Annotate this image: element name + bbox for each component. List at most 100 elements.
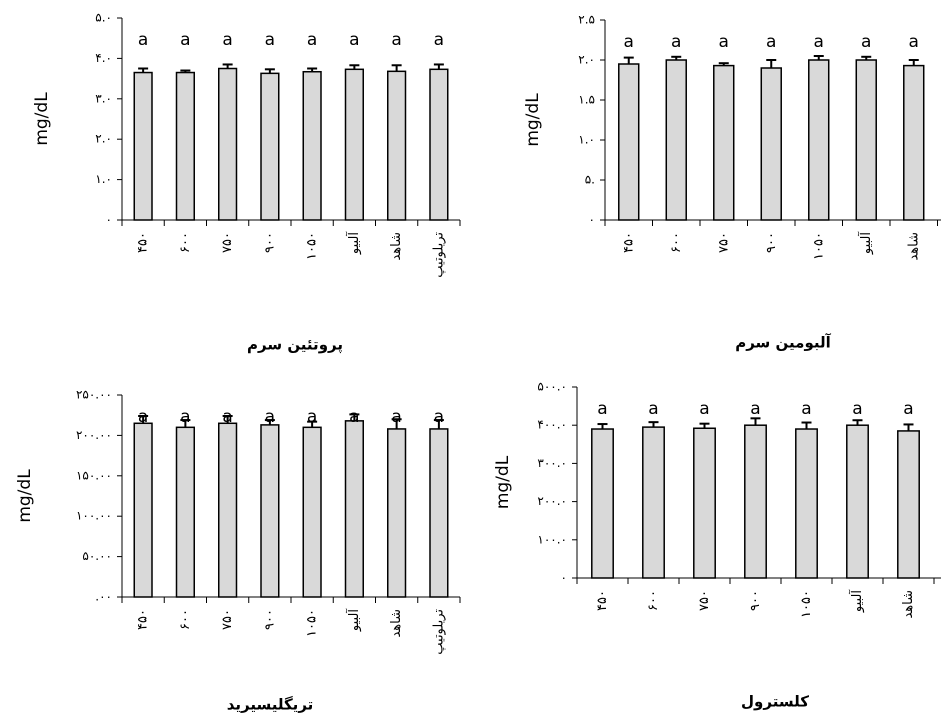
- chart-title: تریگلیسیرید: [227, 696, 314, 714]
- error-bar: [391, 64, 402, 72]
- x-tick-label: ۷۵۰: [220, 232, 235, 253]
- y-tick-label: ۰: [106, 213, 112, 227]
- y-tick-label: ۱.۰: [578, 133, 595, 147]
- annotation: a: [180, 30, 190, 50]
- bar: [260, 424, 280, 598]
- annotation: a: [434, 407, 444, 427]
- bar: [133, 71, 153, 221]
- x-tick-label: ۴۵۰: [621, 232, 636, 253]
- error-bar: [699, 422, 710, 429]
- y-tick-label: ۴۰۰.۰: [537, 418, 567, 432]
- bar: [387, 428, 407, 598]
- annotation: a: [265, 30, 275, 50]
- bar: [260, 72, 280, 221]
- x-tick-label: شاهد: [389, 232, 404, 261]
- y-axis-label: mg/dL: [32, 92, 52, 146]
- x-tick-label: ۹۰۰: [262, 609, 277, 630]
- x-tick-label: ۷۵۰: [220, 609, 235, 630]
- error-bar: [180, 69, 191, 73]
- x-tick-label: شاهد: [901, 590, 916, 619]
- bar: [302, 70, 322, 221]
- y-tick-label: ۵۰.۰۰: [82, 549, 112, 563]
- x-tick-label: آلبیو: [345, 231, 362, 256]
- error-bar: [813, 55, 824, 60]
- bar: [344, 68, 364, 221]
- x-tick-label: ۱۰۵۰: [799, 590, 814, 618]
- chart-title: آلبومین سرم: [735, 334, 831, 352]
- annotation: a: [180, 407, 190, 427]
- x-tick-label: آلبیو: [857, 231, 874, 256]
- annotation: a: [138, 407, 148, 427]
- chart-panel: .۰۰ ۵۰.۰۰ ۱۰۰.۰۰ ۱۵۰.۰۰ ۲۰۰.۰۰ ۲۵۰.۰۰ a ۴۵۰ a ۶۰۰…: [15, 388, 461, 714]
- annotation: a: [307, 30, 317, 50]
- bar: [591, 428, 614, 579]
- bar: [665, 59, 687, 221]
- error-bar: [903, 423, 914, 431]
- error-bar: [180, 419, 191, 428]
- bar: [344, 420, 364, 598]
- y-tick-label: ۱.۰: [95, 172, 112, 186]
- x-tick-label: ۷۵۰: [716, 232, 731, 253]
- annotation: a: [801, 399, 811, 419]
- error-bar: [307, 420, 318, 428]
- annotation: a: [391, 407, 401, 427]
- error-bar: [852, 419, 863, 426]
- annotation: a: [222, 407, 232, 427]
- error-bar: [349, 64, 360, 70]
- annotation: a: [624, 32, 634, 52]
- bar: [642, 426, 665, 579]
- x-tick-label: شاهد: [906, 232, 921, 261]
- bar: [808, 59, 830, 221]
- annotation: a: [766, 32, 776, 52]
- annotation: a: [307, 407, 317, 427]
- error-bar: [391, 418, 402, 429]
- error-bar: [433, 63, 444, 70]
- chart-panel: ۰ ۱۰۰.۰ ۲۰۰.۰ ۳۰۰.۰ ۴۰۰.۰ ۵۰۰.۰ a ۴۵۰ a ۶۰۰ a ۷۵۰ a ۹…: [493, 380, 941, 711]
- annotation: a: [852, 399, 862, 419]
- y-tick-label: ۴.۰: [95, 51, 112, 65]
- x-tick-label: ۶۰۰: [178, 609, 193, 630]
- annotation: a: [349, 407, 359, 427]
- x-tick-label: ۱۰۵۰: [305, 232, 320, 260]
- error-bar: [138, 415, 149, 424]
- annotation: a: [349, 30, 359, 50]
- x-tick-label: ۱۰۵۰: [811, 232, 826, 260]
- bar: [429, 68, 449, 221]
- y-tick-label: ۱.۵: [578, 93, 595, 107]
- annotation: a: [861, 32, 871, 52]
- annotation: a: [750, 399, 760, 419]
- chart-panel: ۰ ۵. ۱.۰ ۱.۵ ۲.۰ ۲.۵ a ۴۵۰ a ۶۰۰ a ۷۵۰ a ۹۰۰ a ۱۰۵۰ a آلب…: [523, 13, 941, 352]
- y-axis-label: mg/dL: [523, 93, 543, 147]
- error-bar: [264, 419, 275, 425]
- bar: [795, 428, 818, 579]
- bar: [693, 427, 716, 579]
- y-tick-label: ۱۵۰.۰۰: [76, 468, 112, 482]
- annotation: a: [648, 399, 658, 419]
- x-tick-label: تریلوتیپ: [431, 232, 446, 278]
- x-tick-label: ۴۵۰: [136, 232, 151, 253]
- bar: [218, 67, 238, 221]
- bar: [175, 71, 195, 221]
- chart-panel: ۰ ۱.۰ ۲.۰ ۳.۰ ۴.۰ ۵.۰ a ۴۵۰ a ۶۰۰ a ۷۵۰ a ۹۰۰ a ۱۰۵۰ a آل…: [32, 11, 461, 355]
- annotation: a: [138, 30, 148, 50]
- error-bar: [433, 419, 444, 429]
- error-bar: [264, 68, 275, 74]
- annotation: a: [903, 399, 913, 419]
- annotation: a: [814, 32, 824, 52]
- x-tick-label: ۹۰۰: [748, 590, 763, 611]
- annotation: a: [222, 30, 232, 50]
- chart-title: کلسترول: [741, 693, 809, 711]
- annotation: a: [597, 399, 607, 419]
- error-bar: [222, 63, 233, 69]
- x-tick-label: ۹۰۰: [262, 232, 277, 253]
- error-bar: [908, 59, 919, 66]
- bar: [618, 63, 640, 221]
- error-bar: [138, 67, 149, 73]
- y-tick-label: ۲۵۰.۰۰: [76, 388, 112, 402]
- annotation: a: [434, 30, 444, 50]
- y-tick-label: ۲.۵: [578, 13, 595, 27]
- x-tick-label: ۶۰۰: [669, 232, 684, 253]
- error-bar: [623, 56, 634, 64]
- bar: [846, 424, 869, 579]
